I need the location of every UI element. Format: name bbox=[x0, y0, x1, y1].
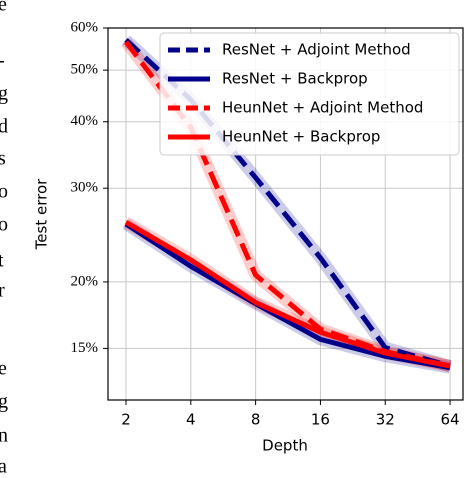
legend-label: ResNet + Adjoint Method bbox=[222, 41, 411, 59]
series-line bbox=[124, 221, 451, 371]
legend-label: ResNet + Backprop bbox=[222, 70, 368, 88]
error-band bbox=[122, 216, 452, 372]
side-letter: n bbox=[0, 425, 8, 447]
plot-frame bbox=[107, 27, 464, 401]
legend-label: HeunNet + Adjoint Method bbox=[222, 99, 423, 117]
side-letter: d bbox=[0, 116, 8, 138]
side-letter: g bbox=[0, 391, 8, 413]
legend-box bbox=[159, 32, 460, 156]
y-tick-label: 30% bbox=[71, 180, 99, 196]
side-letter: s bbox=[0, 148, 6, 170]
x-tick-label: 32 bbox=[376, 411, 395, 429]
legend: ResNet + Adjoint Method ResNet + Backprop… bbox=[159, 32, 460, 156]
x-tick-label: 16 bbox=[311, 411, 330, 429]
side-letter: r bbox=[0, 280, 5, 302]
y-tick-label: 40% bbox=[71, 113, 99, 129]
side-letter: t bbox=[0, 250, 4, 272]
side-letter: e bbox=[0, 358, 7, 380]
y-axis-label: Test error bbox=[33, 178, 51, 250]
side-letter: - bbox=[0, 50, 5, 72]
x-tick-label: 64 bbox=[441, 411, 460, 429]
side-letter: e bbox=[0, 0, 7, 16]
side-text: e - g d s o o t r e g n a bbox=[0, 0, 8, 478]
x-axis-label: Depth bbox=[262, 437, 308, 455]
series-line bbox=[124, 220, 451, 369]
x-tick-label: 8 bbox=[251, 411, 261, 429]
y-tick-label: 15% bbox=[71, 340, 99, 356]
y-tick-label: 50% bbox=[71, 62, 99, 78]
side-letter: o bbox=[0, 181, 8, 203]
x-tick-label: 4 bbox=[186, 411, 196, 429]
y-tick-label: 60% bbox=[71, 19, 99, 35]
series-line bbox=[124, 38, 451, 369]
side-letter: g bbox=[0, 83, 8, 105]
legend-label: HeunNet + Backprop bbox=[222, 128, 380, 146]
side-letter: a bbox=[0, 456, 7, 478]
y-tick-label: 20% bbox=[71, 273, 99, 289]
side-letter: o bbox=[0, 214, 8, 236]
x-tick-label: 2 bbox=[121, 411, 131, 429]
